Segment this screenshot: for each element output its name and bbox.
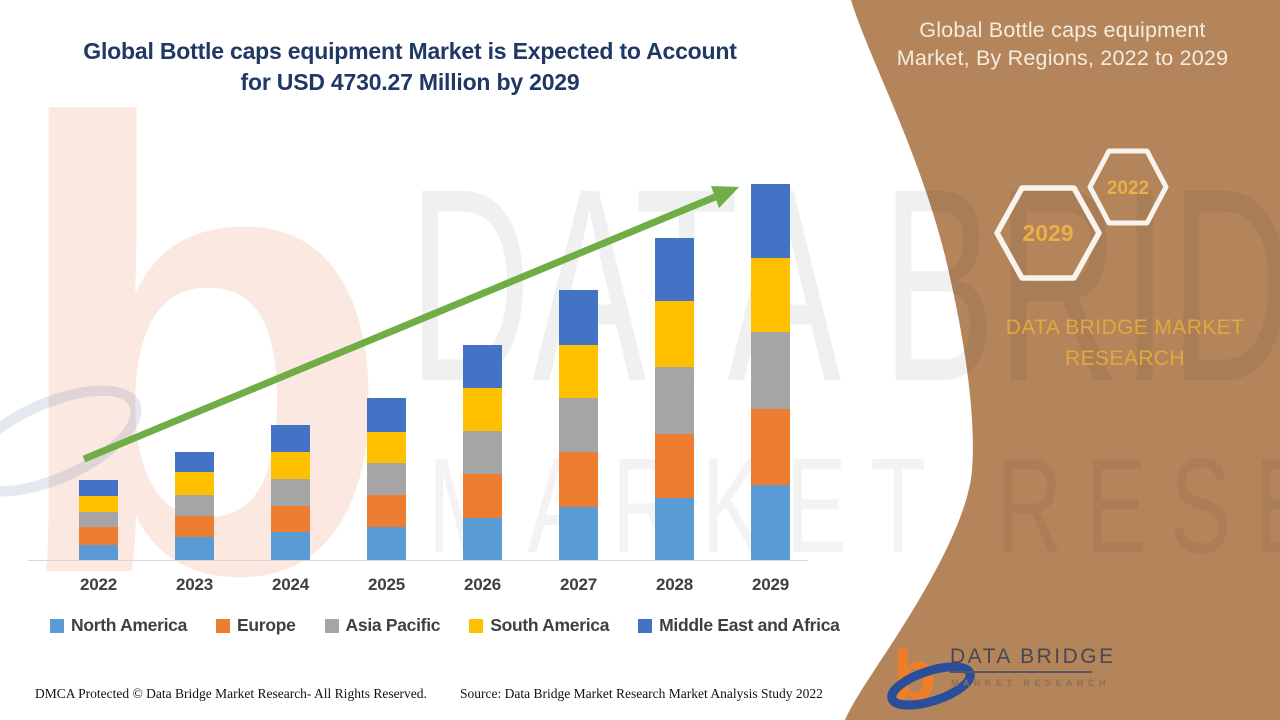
bar-segment-europe [655, 433, 694, 498]
dmca-copyright-text: DMCA Protected © Data Bridge Market Rese… [35, 686, 427, 701]
bar-segment-europe [271, 505, 310, 532]
bar-segment-north-america [175, 536, 214, 560]
legend-label: Europe [237, 615, 296, 635]
bar-segment-europe [751, 408, 790, 485]
legend-swatch [324, 618, 339, 633]
bar-segment-north-america [655, 497, 694, 560]
legend-label: Middle East and Africa [659, 615, 840, 635]
source-text: Source: Data Bridge Market Research Mark… [460, 686, 823, 701]
bar-segment-south-america [271, 451, 310, 479]
sidebar-title-line2: Market, By Regions, 2022 to 2029 [896, 46, 1229, 70]
bar-segment-north-america [271, 531, 310, 560]
legend-item-europe: Europe [216, 615, 296, 636]
x-axis-label-2028: 2028 [655, 575, 694, 594]
bar-segment-europe [559, 451, 598, 507]
hexagon-2022-label: 2022 [1107, 178, 1149, 199]
bar-segment-north-america [367, 526, 406, 560]
bar-segment-europe [79, 526, 118, 545]
bar-segment-europe [463, 473, 502, 518]
sidebar-brand-line1: DATA BRIDGE MARKET [1005, 316, 1245, 339]
x-axis-label-2023: 2023 [175, 575, 214, 594]
bar-segment-asia-pacific [271, 478, 310, 506]
bar-segment-north-america [79, 544, 118, 560]
page-title-line1: Global Bottle caps equipment Market is E… [83, 38, 737, 64]
x-axis-label-2022: 2022 [79, 575, 118, 594]
bar-segment-europe [175, 515, 214, 537]
chart-legend: North America Europe Asia Pacific South Ame… [50, 615, 860, 636]
bar-segment-south-america [79, 495, 118, 512]
bar-segment-asia-pacific [79, 511, 118, 527]
bar-segment-middle-east-and-africa [463, 344, 502, 388]
sidebar-title: Global Bottle caps equipment Market, By … [855, 16, 1270, 72]
hexagon-2029-label: 2029 [1022, 220, 1073, 246]
legend-swatch [638, 618, 653, 633]
bar-segment-middle-east-and-africa [559, 290, 598, 346]
x-axis-label-2024: 2024 [271, 575, 310, 594]
x-axis-label-2026: 2026 [463, 575, 502, 594]
legend-swatch [469, 618, 484, 633]
page-title-line2: for USD 4730.27 Million by 2029 [240, 69, 580, 95]
legend-label: Asia Pacific [345, 615, 441, 635]
bar-segment-south-america [463, 387, 502, 431]
bar-segment-asia-pacific [751, 332, 790, 409]
bar-segment-middle-east-and-africa [655, 238, 694, 302]
bar-segment-north-america [559, 506, 598, 560]
bar-segment-middle-east-and-africa [367, 397, 406, 432]
bar-segment-north-america [463, 517, 502, 560]
sidebar-title-line1: Global Bottle caps equipment [919, 18, 1206, 42]
logo-underline [950, 671, 1092, 673]
bar-segment-south-america [559, 345, 598, 398]
legend-item-south-america: South America [469, 615, 609, 636]
legend-item-middle-east-and-africa: Middle East and Africa [638, 615, 840, 636]
bar-segment-south-america [655, 301, 694, 368]
sidebar-brand-text: DATA BRIDGE MARKET RESEARCH [985, 312, 1265, 374]
bar-segment-middle-east-and-africa [79, 479, 118, 496]
sidebar-brand-line2: RESEARCH [1065, 347, 1185, 370]
bar-segment-south-america [367, 431, 406, 463]
bar-segment-europe [367, 494, 406, 527]
legend-label: South America [490, 615, 610, 635]
x-axis-line [28, 560, 808, 561]
bar-segment-asia-pacific [655, 367, 694, 434]
bar-segment-middle-east-and-africa [271, 424, 310, 452]
logo-swoosh-icon [887, 662, 975, 710]
legend-swatch [50, 618, 64, 633]
hexagon-2022 [1087, 148, 1169, 226]
bar-segment-middle-east-and-africa [751, 184, 790, 259]
bar-segment-north-america [751, 484, 790, 560]
legend-label: North America [71, 615, 188, 635]
x-axis-label-2025: 2025 [367, 575, 406, 594]
x-axis-label-2029: 2029 [751, 575, 790, 594]
bar-segment-middle-east-and-africa [175, 451, 214, 472]
legend-swatch [216, 618, 231, 633]
bar-segment-south-america [751, 258, 790, 333]
logo-subtext: MARKET RESEARCH [951, 678, 1111, 688]
bar-segment-asia-pacific [367, 462, 406, 495]
bar-segment-asia-pacific [463, 430, 502, 474]
bar-segment-asia-pacific [559, 397, 598, 452]
legend-item-asia-pacific: Asia Pacific [324, 615, 441, 636]
x-axis-label-2027: 2027 [559, 575, 598, 594]
legend-item-north-america: North America [50, 615, 187, 636]
hexagon-2029 [994, 185, 1102, 281]
logo-wordmark: DATA BRIDGE [950, 645, 1116, 668]
bar-segment-asia-pacific [175, 494, 214, 516]
page-title: Global Bottle caps equipment Market is E… [60, 36, 760, 98]
bar-segment-south-america [175, 471, 214, 495]
